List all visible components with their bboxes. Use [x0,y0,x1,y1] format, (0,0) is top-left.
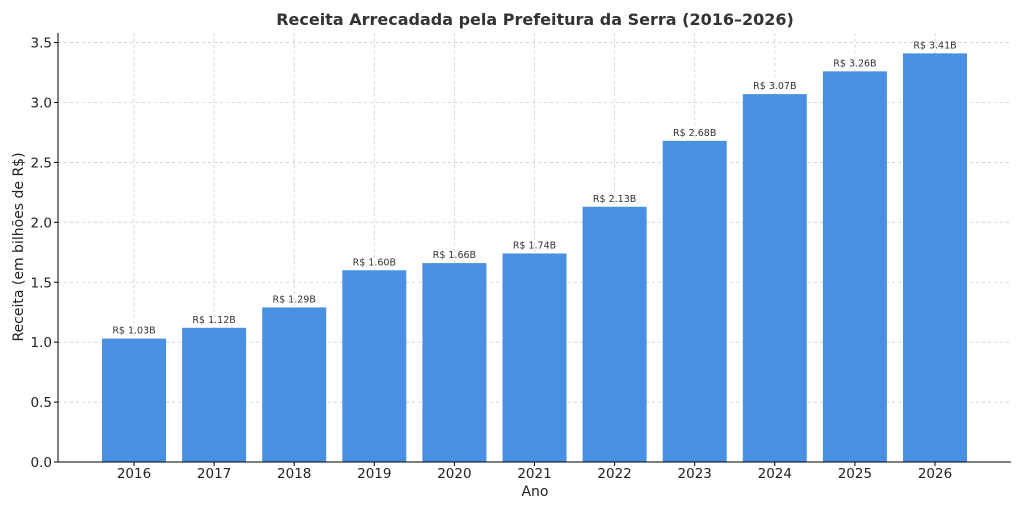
x-tick-label: 2026 [918,466,952,482]
bar-value-label: R$ 3.41B [913,40,956,51]
bar [182,327,247,462]
bar [903,53,967,462]
bar [102,338,166,462]
bar-value-label: R$ 1.60B [353,257,396,268]
chart-title: Receita Arrecadada pela Prefeitura da Se… [276,10,794,29]
bar [582,206,647,462]
x-tick-label: 2017 [197,466,231,482]
y-tick-label: 3.0 [31,96,52,112]
bar-value-label: R$ 2.13B [593,194,636,205]
bar [342,270,407,462]
bar [742,94,807,462]
y-tick-label: 0.5 [31,395,52,411]
x-tick-label: 2024 [758,466,792,482]
x-axis-label: Ano [521,484,548,500]
bar [502,253,567,462]
bar [822,71,887,462]
y-tick-label: 1.5 [31,275,52,291]
x-tick-label: 2025 [838,466,872,482]
axes-layer: 0.0 0.5 1.0 1.5 2.0 2.5 3.0 3.5 2016 2017 2018 2019… [31,33,1011,482]
x-tick-label: 2021 [517,466,551,482]
x-tick-label: 2023 [678,466,712,482]
bars-layer [102,53,967,462]
bar-value-label: R$ 2.68B [673,128,716,139]
y-tick-label: 2.0 [31,215,52,231]
y-tick-label: 1.0 [31,335,52,351]
x-tick-label: 2019 [357,466,391,482]
x-tick-label: 2016 [117,466,151,482]
data-labels-layer: R$ 1.03B R$ 1.12B R$ 1.29B R$ 1.60B R$ 1.66B… [112,40,956,336]
y-axis-label: Receita (em bilhões de R$) [11,152,27,341]
bar-value-label: R$ 1.29B [273,294,316,305]
bar-value-label: R$ 3.26B [833,58,876,69]
y-tick-label: 2.5 [31,155,52,171]
x-tick-label: 2020 [437,466,471,482]
x-tick-label: 2022 [597,466,631,482]
bar [662,140,727,462]
bar-value-label: R$ 1.74B [513,240,556,251]
bar-value-label: R$ 3.07B [753,81,796,92]
y-tick-label: 3.5 [31,36,52,52]
y-tick-label: 0.0 [31,455,52,471]
bar [262,307,327,462]
bar-value-label: R$ 1.03B [112,326,155,337]
bar-value-label: R$ 1.12B [192,315,235,326]
bar [422,263,487,462]
bar-value-label: R$ 1.66B [433,250,476,261]
x-tick-label: 2018 [277,466,311,482]
